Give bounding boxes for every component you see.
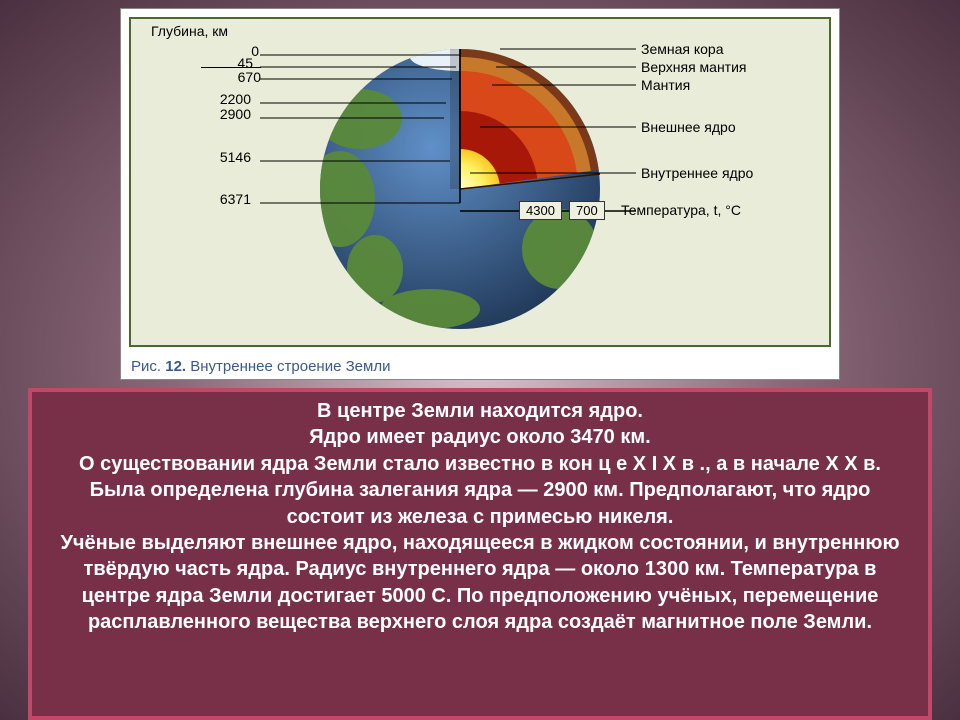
text-line-1: В центре Земли нахо­дится ядро. <box>50 398 910 424</box>
caption-text: Внутреннее строение Земли <box>190 358 390 375</box>
temp-axis-label: Температура, t, °C <box>621 202 741 218</box>
depth-tick-2200: 2200 <box>191 91 251 107</box>
depth-tick-2900: 2900 <box>191 106 251 122</box>
layer-upper-mantle: Верхняя мантия <box>641 59 747 75</box>
figure-container: Глубина, км 0 45 670 2200 2900 5146 6371… <box>120 8 840 380</box>
text-line-3: О существовании ядра Земли стало из­вест… <box>50 451 910 530</box>
depth-tick-6371: 6371 <box>191 191 251 207</box>
layer-inner-core: Внутреннее ядро <box>641 165 753 181</box>
text-line-2: Ядро имеет радиус около 3470 км. <box>50 424 910 450</box>
figure-caption: Рис. 12. Внутреннее строение Земли <box>131 358 390 375</box>
layer-mantle: Мантия <box>641 77 690 93</box>
caption-number: 12. <box>165 358 186 375</box>
depth-tick-670: 670 <box>201 67 261 85</box>
temp-value-inner: 700 <box>569 201 605 220</box>
text-panel: В центре Земли нахо­дится ядро. Ядро име… <box>28 388 932 720</box>
depth-axis-title: Глубина, км <box>151 23 228 39</box>
depth-tick-5146: 5146 <box>191 149 251 165</box>
figure-frame: Глубина, км 0 45 670 2200 2900 5146 6371… <box>129 17 831 347</box>
text-line-4: Учёные выделяют внешнее ядро, находящеес… <box>50 530 910 636</box>
layer-outer-core: Внешнее ядро <box>641 119 736 135</box>
temp-value-outer: 4300 <box>519 201 562 220</box>
caption-prefix: Рис. <box>131 358 161 375</box>
layer-crust: Земная кора <box>641 41 724 57</box>
